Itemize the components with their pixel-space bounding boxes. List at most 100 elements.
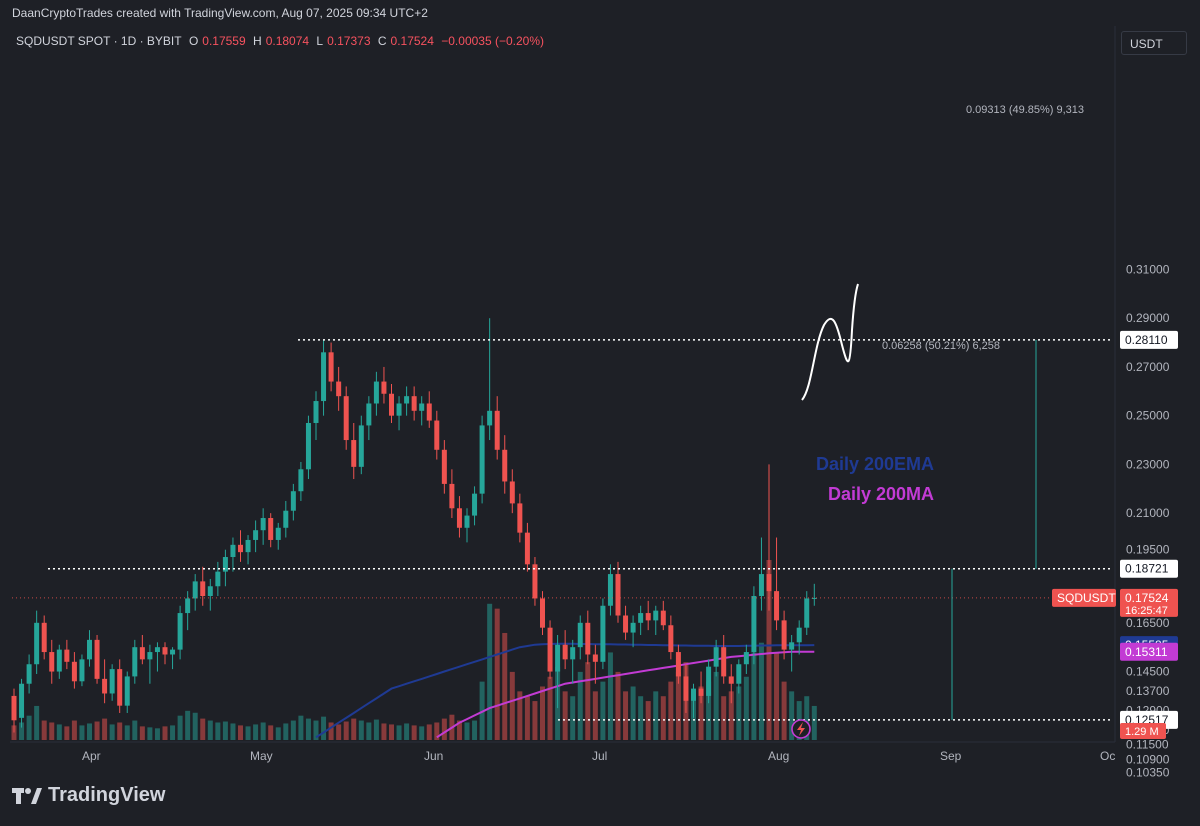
- volume-bar: [102, 718, 108, 740]
- candle-body: [789, 642, 795, 650]
- legend-symbol[interactable]: SQDUSDT SPOT · 1D · BYBIT: [16, 34, 182, 48]
- candle-body: [570, 647, 576, 660]
- candle-body: [811, 597, 817, 599]
- price-tick-label: 0.27000: [1126, 360, 1170, 374]
- candle-body: [238, 544, 243, 553]
- candle-body: [343, 396, 349, 441]
- volume-tag: 1.29 M: [1125, 726, 1159, 738]
- candle-body: [222, 557, 228, 572]
- candle-body: [555, 644, 561, 672]
- candle-body: [321, 352, 327, 402]
- volume-bar: [147, 727, 153, 740]
- level-tag: 0.28110: [1125, 333, 1168, 347]
- volume-bar: [456, 720, 462, 740]
- volume-bar: [434, 722, 440, 740]
- time-tick-label: Aug: [768, 749, 789, 763]
- candle-body: [691, 688, 696, 701]
- time-tick-label: Apr: [82, 749, 101, 763]
- candle-body: [758, 574, 764, 597]
- candle-body: [517, 503, 523, 533]
- candle-body: [623, 615, 629, 633]
- volume-bar: [71, 720, 77, 740]
- candle-body: [411, 396, 417, 411]
- candle-body: [94, 639, 100, 679]
- volume-bar: [547, 676, 553, 740]
- candle-body: [268, 518, 274, 540]
- candle-body: [200, 581, 206, 597]
- candle-body: [351, 440, 357, 467]
- candle-body: [494, 410, 500, 450]
- currency-selector[interactable]: USDT: [1121, 31, 1187, 55]
- candle-body: [373, 381, 379, 404]
- measure-label: 0.06258 (50.21%) 6,258: [882, 340, 1000, 352]
- tradingview-wordmark: TradingView: [48, 784, 166, 806]
- symbol-tag-bg: [1052, 588, 1116, 607]
- volume-bar: [721, 696, 727, 740]
- last-price-value: 0.17524: [1125, 591, 1169, 605]
- candle-body: [139, 647, 145, 660]
- volume-bar: [64, 726, 70, 740]
- volume-bar: [517, 691, 523, 740]
- candles: [11, 318, 817, 733]
- candle-body: [56, 649, 62, 672]
- price-tick-label: 0.23000: [1126, 457, 1170, 471]
- candle-body: [524, 532, 530, 565]
- volume-bar: [668, 681, 674, 740]
- price-tick-label: 0.19500: [1126, 543, 1170, 557]
- price-tick-label: 0.13700: [1126, 684, 1170, 698]
- volume-bar: [34, 705, 40, 740]
- candle-body: [245, 539, 251, 553]
- candle-body: [260, 518, 266, 531]
- last-price-tag-bg: [1120, 588, 1178, 617]
- candle-body: [313, 401, 319, 423]
- volume-bar: [464, 722, 470, 740]
- volume-bar: [109, 724, 115, 740]
- alert-icon[interactable]: [791, 719, 811, 739]
- candle-body: [743, 652, 749, 665]
- candle-body: [638, 613, 644, 623]
- candle-body: [804, 598, 810, 628]
- volume-bar: [245, 726, 251, 740]
- candle-body: [607, 574, 613, 606]
- candle-body: [192, 581, 198, 599]
- volume-bar: [313, 720, 319, 740]
- volume-bar: [185, 710, 191, 740]
- legend-close-value: 0.17524: [390, 34, 434, 48]
- volume-bar: [253, 724, 259, 740]
- volume-bar: [426, 724, 432, 740]
- volume-bar: [660, 696, 666, 740]
- legend-low-value: 0.17373: [327, 34, 371, 48]
- candle-body: [124, 676, 130, 706]
- volume-bar: [789, 691, 795, 740]
- volume-bar: [509, 671, 515, 740]
- candle-body: [396, 403, 402, 416]
- time-axis[interactable]: Apr May Jun Jul Aug Sep Oc: [82, 749, 1115, 763]
- volume-bar: [207, 720, 213, 740]
- volume-bar: [351, 718, 357, 740]
- candle-body: [449, 483, 455, 509]
- candle-body: [154, 647, 160, 653]
- volume-bar: [139, 726, 145, 740]
- volume-bar: [562, 691, 568, 740]
- candle-body: [11, 695, 17, 721]
- price-tags: 0.281100.187210.125170.155850.153110.175…: [1052, 330, 1178, 739]
- level-tag-bg: [1120, 330, 1178, 349]
- candle-body: [487, 410, 493, 426]
- candle-body: [336, 381, 342, 397]
- candle-body: [328, 352, 334, 382]
- candle-body: [706, 666, 712, 696]
- candle-body: [109, 669, 115, 694]
- candle-body: [615, 574, 621, 616]
- volume-bar: [117, 722, 123, 740]
- candle-body: [683, 676, 689, 701]
- horizontal-levels: [12, 339, 1112, 721]
- volume-bar: [487, 603, 493, 740]
- volume-bar: [56, 724, 62, 740]
- candle-body: [532, 564, 538, 599]
- volume-bar: [713, 671, 719, 740]
- candle-body: [585, 622, 591, 655]
- time-tick-label: Sep: [940, 749, 962, 763]
- tradingview-brand[interactable]: TradingView: [12, 784, 165, 807]
- candle-body: [71, 661, 77, 682]
